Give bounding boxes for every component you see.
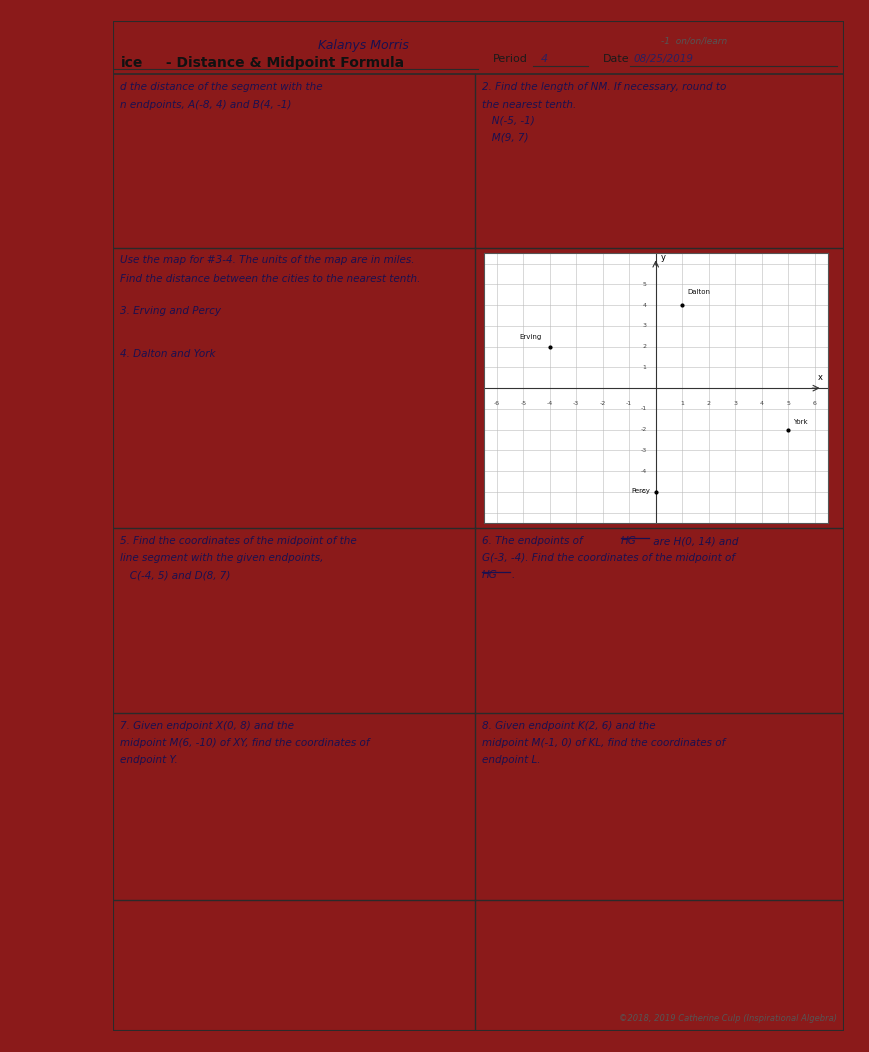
Text: 08/25/2019: 08/25/2019 — [633, 55, 693, 64]
Text: -3: -3 — [573, 401, 579, 406]
Text: .: . — [511, 570, 514, 581]
Text: 1: 1 — [642, 365, 646, 370]
Text: 3. Erving and Percy: 3. Erving and Percy — [120, 306, 221, 316]
Text: G(-3, -4). Find the coordinates of the midpoint of: G(-3, -4). Find the coordinates of the m… — [481, 553, 734, 563]
Text: 5. Find the coordinates of the midpoint of the: 5. Find the coordinates of the midpoint … — [120, 537, 357, 546]
Text: M(9, 7): M(9, 7) — [481, 133, 528, 142]
Text: - Distance & Midpoint Formula: - Distance & Midpoint Formula — [161, 57, 403, 70]
Text: 4: 4 — [540, 55, 547, 64]
Text: endpoint Y.: endpoint Y. — [120, 755, 178, 765]
Text: 8. Given endpoint K(2, 6) and the: 8. Given endpoint K(2, 6) and the — [481, 721, 655, 731]
Text: -1: -1 — [626, 401, 632, 406]
Text: N(-5, -1): N(-5, -1) — [481, 116, 534, 126]
Text: 4: 4 — [759, 401, 763, 406]
Text: ice: ice — [120, 57, 143, 70]
Text: n endpoints, A(-8, 4) and B(4, -1): n endpoints, A(-8, 4) and B(4, -1) — [120, 100, 291, 109]
Text: -4: -4 — [546, 401, 553, 406]
Text: midpoint M(6, -10) of XY, find the coordinates of: midpoint M(6, -10) of XY, find the coord… — [120, 739, 369, 748]
Text: 5: 5 — [642, 282, 646, 287]
Text: 3: 3 — [733, 401, 736, 406]
Text: -6: -6 — [494, 401, 500, 406]
Text: endpoint L.: endpoint L. — [481, 755, 540, 765]
Text: 2: 2 — [641, 344, 646, 349]
Text: -4: -4 — [640, 468, 646, 473]
Text: Period: Period — [493, 55, 527, 64]
Text: x: x — [817, 372, 821, 382]
Text: 4: 4 — [641, 303, 646, 307]
Text: midpoint M(-1, 0) of KL, find the coordinates of: midpoint M(-1, 0) of KL, find the coordi… — [481, 739, 725, 748]
Text: line segment with the given endpoints,: line segment with the given endpoints, — [120, 553, 323, 563]
Text: HG: HG — [620, 537, 636, 546]
Text: -5: -5 — [640, 489, 646, 494]
Text: d the distance of the segment with the: d the distance of the segment with the — [120, 82, 322, 92]
Text: the nearest tenth.: the nearest tenth. — [481, 100, 576, 109]
Text: 4. Dalton and York: 4. Dalton and York — [120, 349, 216, 360]
Text: 7. Given endpoint X(0, 8) and the: 7. Given endpoint X(0, 8) and the — [120, 721, 294, 731]
Text: ©2018, 2019 Catherine Culp (Inspirational Algebra): ©2018, 2019 Catherine Culp (Inspirationa… — [618, 1014, 836, 1023]
Text: -5: -5 — [520, 401, 526, 406]
Text: Kalanys Morris: Kalanys Morris — [317, 39, 408, 53]
Text: 1: 1 — [680, 401, 683, 406]
Text: Date: Date — [602, 55, 628, 64]
Text: HG: HG — [481, 570, 497, 581]
Text: Use the map for #3-4. The units of the map are in miles.: Use the map for #3-4. The units of the m… — [120, 256, 415, 265]
Text: Find the distance between the cities to the nearest tenth.: Find the distance between the cities to … — [120, 274, 421, 284]
Text: -2: -2 — [599, 401, 605, 406]
Text: -2: -2 — [640, 427, 646, 432]
Text: C(-4, 5) and D(8, 7): C(-4, 5) and D(8, 7) — [120, 570, 230, 581]
Text: 6. The endpoints of: 6. The endpoints of — [481, 537, 586, 546]
Text: York: York — [793, 420, 807, 425]
Text: are H(0, 14) and: are H(0, 14) and — [649, 537, 738, 546]
Text: Erving: Erving — [519, 335, 541, 341]
Text: Dalton: Dalton — [687, 289, 710, 295]
Text: y: y — [660, 252, 666, 262]
Text: Percy: Percy — [631, 488, 650, 494]
Text: -3: -3 — [640, 448, 646, 452]
Text: 6: 6 — [812, 401, 816, 406]
Text: 3: 3 — [641, 323, 646, 328]
Text: -1  on/on/learn: -1 on/on/learn — [660, 36, 726, 45]
Text: -1: -1 — [640, 406, 646, 411]
Text: 5: 5 — [786, 401, 789, 406]
Text: 2: 2 — [706, 401, 710, 406]
Text: 2. Find the length of NM. If necessary, round to: 2. Find the length of NM. If necessary, … — [481, 82, 726, 92]
